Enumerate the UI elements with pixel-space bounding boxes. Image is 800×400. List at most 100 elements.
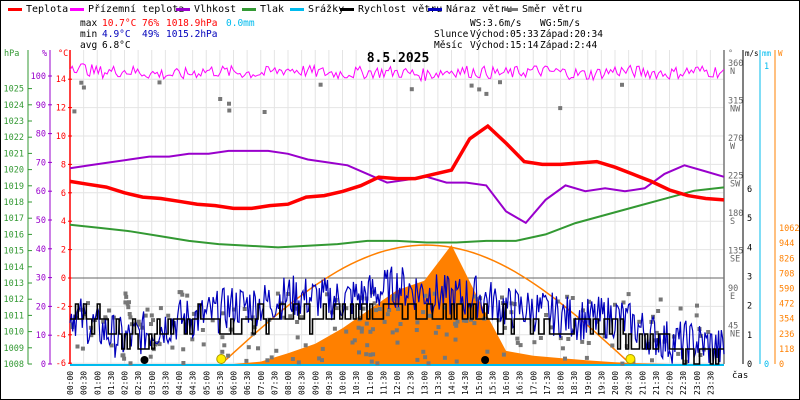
wind-direction-point (365, 343, 370, 348)
rain-axis-title: mm (762, 49, 772, 58)
wind-direction-point (394, 328, 399, 333)
wind-direction-point (395, 340, 400, 345)
direction-tick: 360 (728, 59, 743, 69)
wind-direction-point (620, 82, 624, 87)
stat-min-temp: 4.9°C (102, 29, 131, 40)
humidity-tick: 40 (36, 245, 46, 255)
stat-max-hum: 76% (142, 18, 160, 29)
wind-direction-point (334, 306, 339, 311)
wind-direction-point (123, 291, 128, 296)
wind-direction-point (421, 310, 426, 315)
x-tick-label: 02:00 (121, 371, 130, 395)
temperature-tick: 10 (56, 132, 66, 142)
wind-direction-point (415, 320, 420, 325)
legend-label: Náraz větru (446, 4, 513, 15)
wind-direction-point (498, 80, 502, 85)
x-tick-label: 17:30 (543, 371, 552, 395)
wind-direction-point (126, 305, 131, 310)
direction-label: NE (730, 330, 740, 340)
solar-theoretical-line (220, 244, 632, 365)
wind-direction-point (75, 344, 80, 349)
humidity-tick: 20 (36, 302, 46, 312)
wind-direction-point (281, 315, 286, 320)
humidity-tick: 100 (31, 72, 46, 82)
wind-direction-point (318, 82, 323, 87)
solar-tick: 236 (779, 330, 794, 340)
axes: hPa% °C ° m/s mm W100810091010101110121013101… (4, 49, 800, 395)
x-tick-label: 11:30 (379, 371, 388, 395)
wind-direction-point (563, 356, 567, 361)
humidity-tick: 60 (36, 187, 46, 197)
pressure-tick: 1014 (4, 263, 24, 273)
wind-direction-point (127, 300, 131, 305)
solar-axis-title: W (778, 49, 783, 58)
x-tick-label: 03:00 (148, 371, 157, 395)
stat-min-hum: 49% (142, 29, 160, 40)
wind-direction-point (145, 307, 150, 312)
wind-direction-point (706, 330, 711, 334)
wind-direction-point (698, 353, 703, 357)
wind-direction-point (477, 87, 482, 92)
wind-direction-point (218, 97, 223, 101)
wind-direction-point (244, 358, 249, 363)
wind-direction-point (364, 352, 369, 357)
x-tick-label: 17:00 (529, 371, 538, 395)
wind-direction-point (103, 315, 108, 320)
solar-tick: 354 (779, 315, 794, 325)
pressure-tick: 1013 (4, 279, 24, 289)
temperature-tick: 12 (56, 104, 66, 114)
wind-speed-line (70, 303, 724, 365)
x-tick-label: 06:00 (230, 371, 239, 395)
legend-label: Srážky (308, 4, 345, 15)
x-tick-label: 09:00 (311, 371, 320, 395)
chart-title: 8.5.2025 (367, 51, 430, 66)
wind-direction-point (374, 308, 378, 313)
wind-direction-point (621, 300, 626, 305)
wind-direction-point (426, 361, 431, 366)
wind-tick: 5 (747, 214, 752, 224)
wind-direction-point (296, 360, 301, 365)
wind-direction-point (109, 343, 114, 348)
x-tick-label: 14:00 (448, 371, 457, 395)
wind-direction-point (382, 319, 387, 324)
stat-max-rain: 0.0mm (226, 18, 255, 29)
x-tick-label: 13:30 (434, 371, 443, 395)
legend-item-5: Rychlost větru (340, 4, 442, 16)
x-tick-label: 04:30 (189, 371, 198, 395)
wind-direction-point (245, 315, 250, 320)
plot-area (69, 63, 725, 366)
wind-direction-point (421, 349, 426, 354)
legend-label: Rychlost větru (358, 4, 443, 15)
x-tick-label: 04:00 (175, 371, 184, 395)
wind-direction-point (624, 344, 629, 349)
x-tick-label: 20:30 (625, 371, 634, 395)
humidity-line (69, 149, 725, 225)
wind-direction-point (101, 319, 106, 324)
x-tick-label: 06:30 (243, 371, 252, 395)
x-tick-label: 15:00 (475, 371, 484, 395)
wind-direction-point (350, 340, 355, 345)
wind-direction-point (122, 356, 127, 361)
wind-direction-point (455, 319, 460, 324)
pressure-tick: 1018 (4, 198, 24, 208)
wind-direction-point (502, 325, 507, 330)
stat-max-press: 1018.9hPa (166, 18, 218, 29)
legend-item-7: Směr větru (504, 4, 582, 16)
wind-direction-point (423, 355, 428, 360)
solar-tick: 1062 (779, 224, 799, 234)
x-tick-label: 08:30 (298, 371, 307, 395)
x-tick-label: 09:30 (325, 371, 334, 395)
direction-label: N (730, 67, 735, 77)
wind-tick: 1 (747, 331, 752, 341)
pressure-tick: 1021 (4, 149, 24, 159)
wind-direction-point (320, 346, 325, 351)
wind-direction-point (262, 110, 267, 114)
wind-direction-point (610, 343, 615, 348)
wind-direction-point (368, 352, 373, 357)
solar-tick: 590 (779, 285, 794, 295)
wind-direction-point (558, 106, 563, 111)
wind-direction-point (375, 361, 380, 366)
temperature-tick: 8 (61, 160, 66, 170)
wind-direction-point (128, 315, 133, 320)
x-tick-label: 18:30 (570, 371, 579, 395)
